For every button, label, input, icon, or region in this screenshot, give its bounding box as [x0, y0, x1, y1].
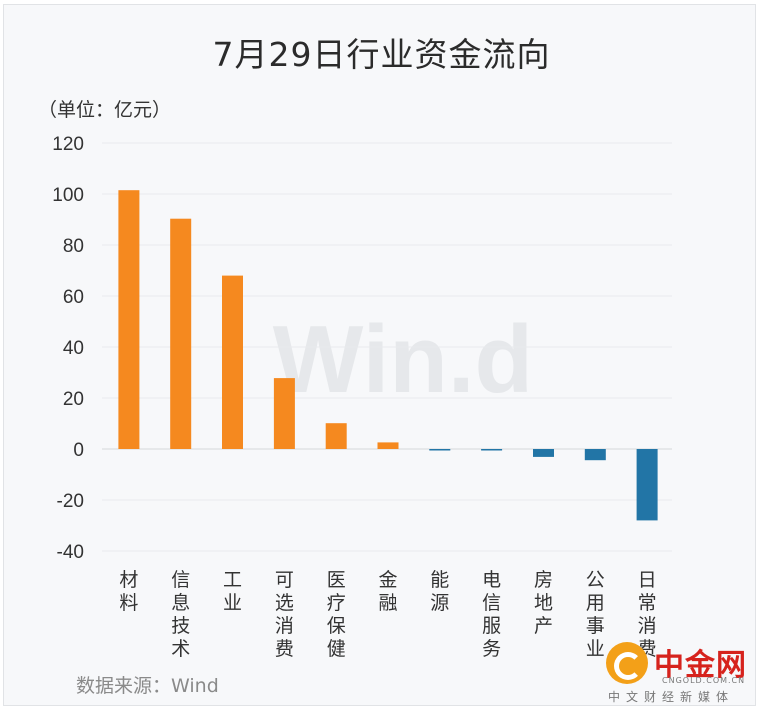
category-label: 公用事业 — [586, 569, 605, 660]
logo-domain: CNGOLD.COM.CN — [662, 676, 746, 685]
bar-3 — [222, 275, 243, 449]
bar-7 — [429, 449, 451, 451]
y-tick-label: 80 — [63, 236, 84, 257]
bar-10 — [584, 449, 606, 461]
y-tick-label: 0 — [73, 440, 84, 461]
unit-label: （单位：亿元） — [38, 99, 172, 121]
category-label: 医疗保健 — [327, 569, 346, 660]
bar-11 — [636, 449, 658, 521]
category-label: 可选消费 — [275, 569, 294, 660]
y-tick-label: 60 — [63, 287, 84, 308]
bars — [118, 190, 658, 521]
gridlines — [102, 142, 672, 552]
y-tick-label: 20 — [63, 389, 84, 410]
category-label: 房地产 — [534, 569, 553, 637]
source-label: 数据来源：Wind — [76, 675, 219, 697]
chart-title: 7月29日行业资金流向 — [212, 35, 551, 74]
bar-1 — [118, 190, 140, 449]
category-label: 电信服务 — [482, 569, 501, 660]
bar-5 — [325, 423, 347, 449]
category-label: 工业 — [223, 569, 242, 614]
bar-2 — [170, 218, 192, 449]
y-tick-label: 40 — [63, 338, 84, 359]
y-tick-labels: 120 100 80 60 40 20 0 -20 -40 — [52, 134, 84, 563]
logo-mark-icon — [606, 642, 648, 684]
category-label: 信息技术 — [171, 569, 190, 660]
bar-6 — [377, 442, 399, 449]
bar-4 — [273, 378, 295, 449]
bar-8 — [481, 449, 503, 451]
bar-9 — [533, 449, 554, 457]
y-tick-label: -20 — [57, 491, 84, 512]
cngold-logo: 中金网 CNGOLD.COM.CN 中文财经新媒体 — [604, 640, 754, 706]
category-label: 能源 — [430, 569, 449, 614]
category-label: 日常消费 — [638, 569, 657, 660]
category-label: 金融 — [378, 569, 397, 614]
y-tick-label: -40 — [57, 542, 84, 563]
y-tick-label: 120 — [52, 134, 84, 155]
y-tick-label: 100 — [52, 185, 84, 206]
category-label: 材料 — [119, 569, 138, 614]
logo-name: 中金网 — [654, 648, 747, 683]
logo-slogan: 中文财经新媒体 — [608, 690, 735, 704]
watermark: Win.d — [273, 306, 533, 413]
